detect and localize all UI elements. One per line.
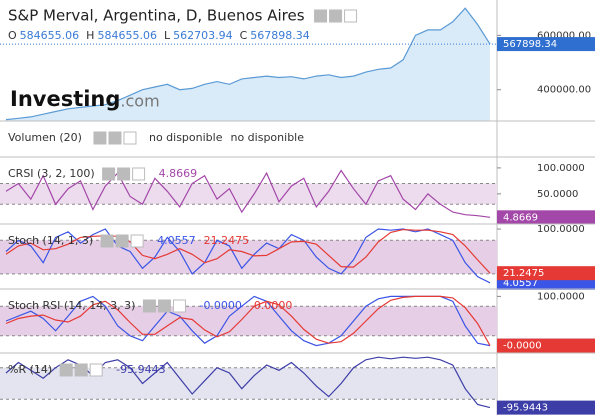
control-icon[interactable] [142, 299, 156, 313]
band [0, 367, 497, 400]
panel-title: Stoch (14, 1, 3) [8, 234, 93, 247]
watermark-suffix: .com [120, 92, 159, 111]
band [0, 183, 497, 205]
control-icon[interactable] [132, 167, 146, 181]
y-tick-label: 600000.00 [537, 30, 591, 41]
legend-value: -0.0000 [250, 299, 292, 312]
panel-title: Stoch RSI (14, 14, 3, 3) [8, 299, 135, 312]
area-fill [6, 8, 490, 122]
control-icon[interactable] [108, 131, 122, 145]
panel-title: CRSI (3, 2, 100) [8, 167, 95, 180]
stat-name: C [240, 29, 248, 42]
y-tick-label: 400000.00 [537, 85, 591, 96]
y-tick-label: 100.0000 [537, 224, 585, 235]
legend-value: 4.0557 [157, 234, 196, 247]
control-icon[interactable] [89, 363, 103, 377]
stat-value: 567898.34 [250, 29, 310, 42]
panel-title: Volumen (20) [8, 131, 82, 144]
band [0, 306, 497, 336]
control-icon[interactable] [130, 234, 144, 248]
stat-value: 584655.06 [97, 29, 157, 42]
indicator-line [5, 295, 491, 346]
stat-name: O [8, 29, 17, 42]
stat-value: 562703.94 [173, 29, 233, 42]
price-line [5, 7, 491, 121]
chart-title: S&P Merval, Argentina, D, Buenos Aires [8, 7, 305, 25]
control-icon[interactable] [329, 9, 343, 23]
panel-note: no disponible [230, 131, 304, 144]
y-tick-label: 50.0000 [537, 189, 578, 200]
value-badge [497, 210, 595, 225]
indicator-line [5, 228, 491, 274]
legend-value: 21.2475 [204, 234, 250, 247]
stat-value: 584655.06 [20, 29, 80, 42]
control-icon[interactable] [102, 167, 116, 181]
value-badge [497, 266, 595, 281]
legend-value: -0.0000 [199, 299, 241, 312]
band [0, 240, 497, 274]
value-badge [497, 400, 595, 415]
value-badge [497, 37, 595, 52]
value-badge-label: 567898.34 [503, 39, 557, 50]
y-tick-label: 100.0000 [537, 291, 585, 302]
watermark: Investing [10, 87, 120, 111]
stat-name: H [86, 29, 94, 42]
control-icon[interactable] [344, 9, 358, 23]
stat-name: L [164, 29, 171, 42]
value-badge [497, 338, 595, 353]
value-badge-label: 4.8669 [503, 212, 538, 223]
control-icon[interactable] [314, 9, 328, 23]
control-icon[interactable] [172, 299, 186, 313]
indicator-line [5, 169, 491, 218]
panel-note: no disponible [149, 131, 223, 144]
legend-value: -95.9443 [116, 363, 165, 376]
control-icon[interactable] [93, 131, 107, 145]
value-badge-label: 21.2475 [503, 268, 544, 279]
panel-title: %R (14) [8, 363, 52, 376]
control-icon[interactable] [115, 234, 129, 248]
control-icon[interactable] [100, 234, 114, 248]
value-badge-label: -0.0000 [503, 341, 542, 352]
control-icon[interactable] [59, 363, 73, 377]
value-badge-label: 4.0557 [503, 278, 538, 289]
control-icon[interactable] [123, 131, 137, 145]
legend-value: 4.8669 [159, 167, 198, 180]
control-icon[interactable] [157, 299, 171, 313]
control-icon[interactable] [117, 167, 131, 181]
control-icon[interactable] [74, 363, 88, 377]
value-badge-label: -95.9443 [503, 403, 548, 414]
y-tick-label: 100.0000 [537, 163, 585, 174]
